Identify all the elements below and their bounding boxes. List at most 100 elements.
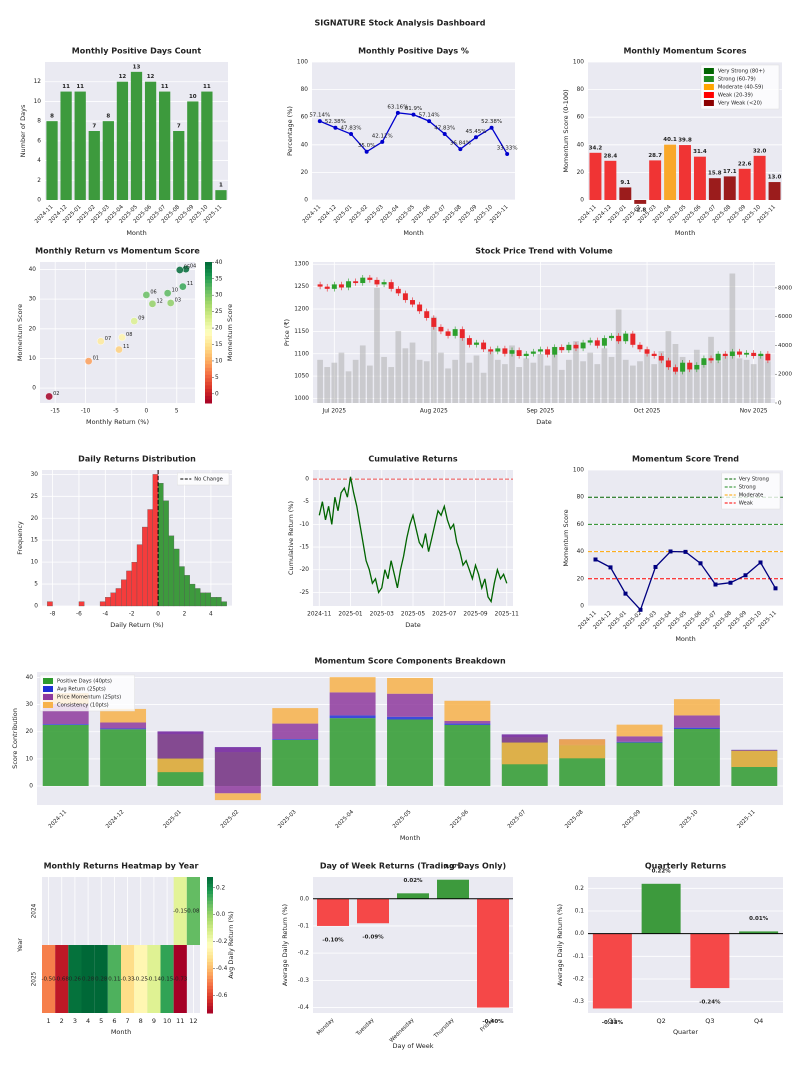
y-tick-label: 80 [577,87,585,93]
y-tick-label: 0 [304,198,308,204]
histogram-bar [210,597,217,607]
y-tick-label: 80 [301,87,309,93]
y-tick-label: 80 [577,495,585,501]
cell-label: 0.28 [95,977,108,983]
histogram-bar [216,597,222,607]
volume-bar [573,341,579,403]
x-tick-label: Nov 2025 [740,409,768,415]
y-axis-label: Price (₹) [283,319,291,346]
colorbar-tick-label: 0.2 [216,885,226,891]
volume-bar [317,359,323,403]
x-tick-label: Q2 [656,1017,665,1025]
value-label: 0.01% [749,916,769,922]
x-tick-label: 2 [183,612,187,618]
cell-label: -0.50 [41,977,56,983]
x-tick-label: 4 [86,1017,90,1025]
candle-body [481,342,487,350]
candle-body [637,344,643,350]
y2-tick-label: 0 [778,401,782,407]
value-label: 11 [203,84,211,90]
colorbar-slice [205,353,212,358]
y2-tick-label: 6000 [778,314,792,320]
candle-body [736,351,742,355]
candle-body [509,350,515,354]
y-tick-label: 40 [577,142,585,148]
y-axis-label: Percentage (%) [286,106,294,156]
x-tick-label: Q1 [608,1017,617,1025]
colorbar-slice [205,321,212,326]
x-axis-label: Day of Week [392,1042,433,1050]
legend-label: Consistency (10pts) [57,703,109,709]
volume-bar [345,371,352,403]
y-tick-label: 1050 [294,374,309,380]
y-tick-label: 10 [34,99,42,105]
colorbar-slice [205,328,212,333]
colorbar-slice [205,385,212,390]
colorbar-slice [207,894,213,898]
volume-bar [388,367,395,403]
y-tick-label: 1000 [294,396,309,402]
candle-body [459,329,465,339]
x-tick-label: Sep 2025 [527,409,555,415]
point [45,392,53,401]
y-axis-label: Cumulative Return (%) [287,501,295,575]
histogram-bar [184,575,190,607]
volume-bar [750,364,757,403]
legend-swatch [703,76,714,82]
candle-body [488,349,494,352]
marker [623,591,628,596]
y-tick-label: 10 [26,756,34,762]
y-tick-label: 12 [34,79,42,85]
x-tick-label: 7 [126,1017,130,1025]
y-tick-label: 0 [29,784,33,790]
colorbar-slice [207,996,213,1000]
colorbar-slice [207,904,213,909]
y-tick-label: -20 [300,567,310,573]
value-label: 12 [119,74,127,80]
colorbar-slice [205,265,212,270]
bar-segment [272,708,319,724]
bar-segment [157,758,204,773]
chart-title: Quarterly Returns [645,862,727,871]
point [148,300,157,308]
candle-body [473,342,479,345]
point [163,289,172,297]
volume-bar [409,342,416,403]
legend-label: No Change [194,477,223,483]
value-label: 11 [76,84,84,90]
colorbar-slice [205,339,212,344]
candle-body [601,338,607,346]
colorbar-slice [205,300,212,305]
chart-title: Day of Week Returns (Trading Days Only) [320,862,506,871]
volume-bar [331,362,338,403]
value-label: 52.38% [481,119,502,125]
bar [649,160,662,200]
value-label: 0.22% [652,868,672,874]
volume-bar [352,359,359,403]
bar-segment [616,742,663,786]
candle-body [331,284,337,289]
colorbar-slice [205,336,212,341]
y-tick-label: 0 [305,477,309,483]
heat-cell [94,945,108,1013]
x-tick-label: 5 [175,409,179,415]
x-tick-label: -10 [81,409,91,415]
bar [144,81,157,200]
value-label: 7 [177,124,181,130]
colorbar-slice [207,1009,213,1014]
bar [589,152,602,200]
bar-segment [673,729,720,786]
colorbar-slice [205,346,212,351]
x-axis-label: Date [405,621,421,629]
marker [653,564,658,569]
x-tick-label: 2025-09 [622,809,643,830]
histogram-bar [194,588,201,607]
volume-bar [509,345,515,403]
histogram-bar [157,483,164,607]
colorbar-slice [207,941,213,946]
colorbar-tick-label: 25 [215,309,223,315]
candle-body [495,348,501,352]
marker [743,573,748,578]
candle-body [537,349,543,352]
bar-segment [387,693,433,717]
